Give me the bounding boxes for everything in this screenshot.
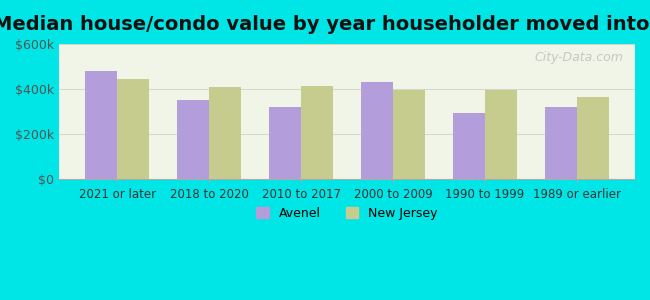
Bar	[577, 97, 609, 179]
Bar	[485, 90, 517, 179]
Text: City-Data.com: City-Data.com	[534, 51, 623, 64]
Bar	[301, 86, 333, 179]
Bar	[85, 71, 117, 179]
Legend: Avenel, New Jersey: Avenel, New Jersey	[252, 202, 443, 225]
Bar	[177, 100, 209, 179]
Bar	[209, 87, 241, 179]
Bar	[117, 79, 150, 179]
Bar	[452, 113, 485, 179]
Bar	[393, 90, 425, 179]
Bar	[361, 82, 393, 179]
Bar	[545, 107, 577, 179]
Bar	[269, 107, 301, 179]
Title: Median house/condo value by year householder moved into unit: Median house/condo value by year househo…	[0, 15, 650, 34]
